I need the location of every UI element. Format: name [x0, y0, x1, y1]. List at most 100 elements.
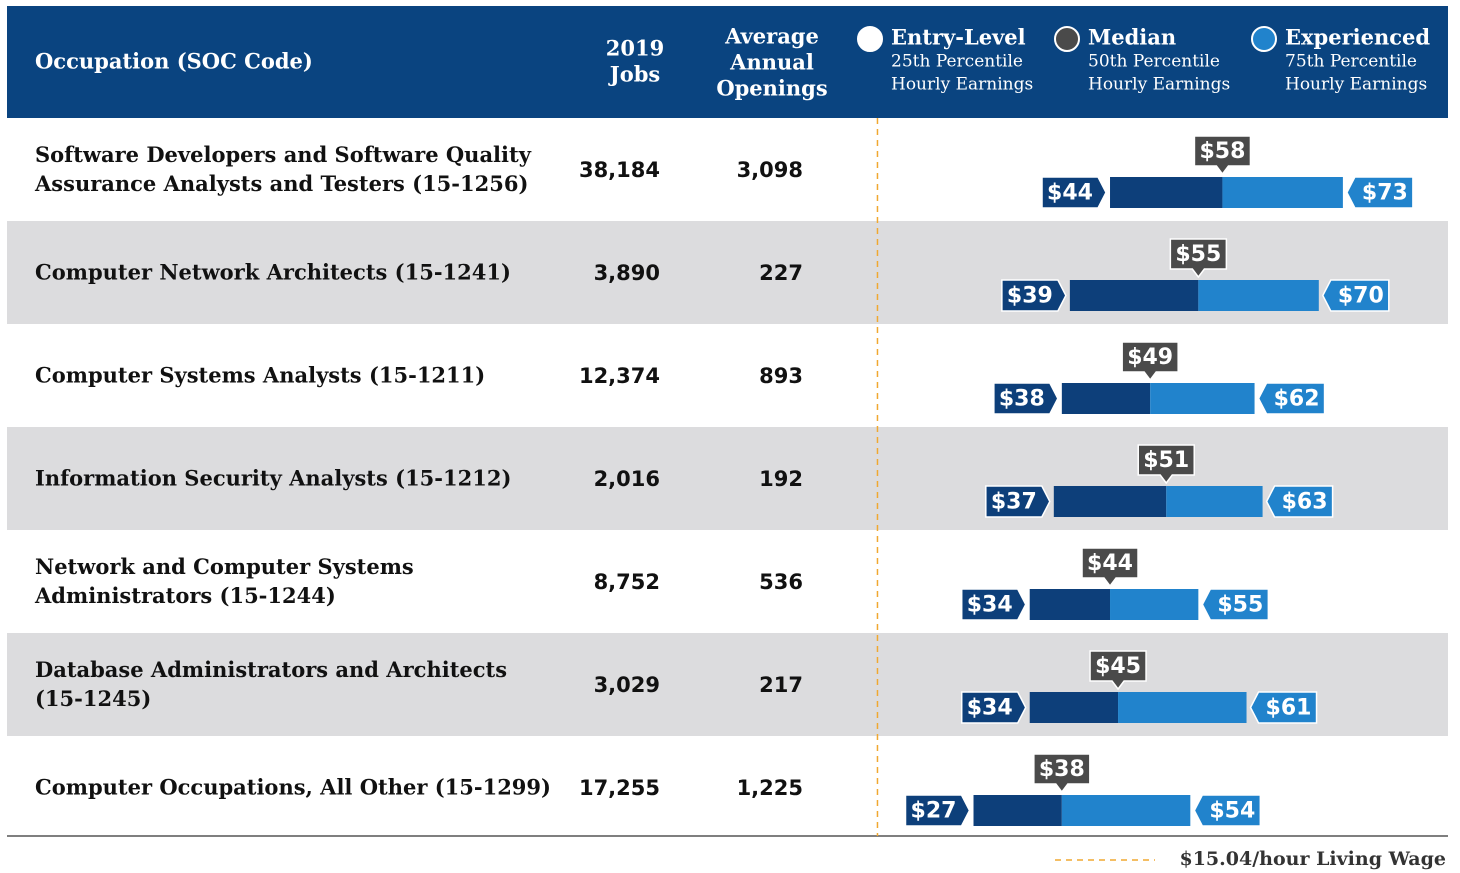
header-openings: Average	[724, 24, 819, 49]
jobs: 17,255	[579, 776, 660, 800]
entry-label: $44	[1047, 181, 1093, 206]
legend-sub: Hourly Earnings	[1088, 75, 1230, 95]
bar-entry-to-median	[1053, 486, 1167, 517]
legend-swatch	[857, 26, 883, 52]
openings: 227	[759, 261, 803, 285]
entry-label-box	[960, 691, 1027, 724]
experienced-label-box	[1193, 794, 1262, 827]
occupation: Computer Occupations, All Other (15-1299…	[35, 775, 551, 800]
experienced-label-box	[1201, 588, 1270, 621]
openings: 1,225	[737, 776, 803, 800]
jobs: 38,184	[579, 158, 660, 182]
experienced-label: $62	[1274, 387, 1320, 412]
entry-label-box	[1041, 176, 1107, 209]
occupation: Computer Systems Analysts (15-1211)	[35, 363, 485, 388]
header-jobs: 2019	[606, 36, 664, 61]
legend-sub: Hourly Earnings	[891, 75, 1033, 95]
experienced-label: $70	[1338, 284, 1384, 309]
experienced-label-box	[1257, 382, 1326, 415]
median-label-box	[1089, 650, 1147, 691]
legend-sub: 50th Percentile	[1088, 52, 1220, 72]
entry-label-box	[1001, 279, 1067, 312]
entry-label-box	[904, 794, 971, 827]
jobs: 3,890	[594, 261, 660, 285]
legend-name: Experienced	[1285, 25, 1430, 50]
experienced-label-box	[1249, 691, 1318, 724]
bar-median-to-experienced	[1061, 795, 1191, 826]
entry-label: $27	[911, 799, 957, 824]
bar-median-to-experienced	[1166, 486, 1263, 517]
experienced-label: $54	[1209, 799, 1255, 824]
legend-swatch	[1054, 26, 1080, 52]
jobs: 3,029	[594, 673, 660, 697]
bar-entry-to-median	[1069, 280, 1199, 311]
legend-swatch	[1251, 26, 1277, 52]
entry-label-box	[993, 382, 1059, 415]
bar-median-to-experienced	[1118, 692, 1247, 723]
median-label: $51	[1143, 448, 1189, 473]
openings: 3,098	[737, 158, 803, 182]
legend-name: Entry-Level	[891, 25, 1026, 50]
bar-median-to-experienced	[1222, 177, 1343, 208]
median-label: $55	[1175, 242, 1221, 267]
occupation: Assurance Analysts and Testers (15-1256)	[34, 171, 528, 196]
median-label: $38	[1039, 757, 1085, 782]
median-label: $49	[1127, 345, 1173, 370]
entry-label-box	[960, 588, 1027, 621]
median-label-box	[1121, 341, 1179, 382]
openings: 192	[759, 467, 803, 491]
header-band	[7, 6, 1448, 118]
bar-median-to-experienced	[1150, 383, 1255, 414]
experienced-label: $61	[1266, 696, 1312, 721]
experienced-label: $73	[1362, 181, 1408, 206]
bar-entry-to-median	[1061, 383, 1151, 414]
median-label: $45	[1095, 654, 1141, 679]
bar-entry-to-median	[1029, 589, 1111, 620]
median-label-box	[1081, 547, 1139, 588]
entry-label: $38	[999, 387, 1045, 412]
bar-median-to-experienced	[1110, 589, 1199, 620]
entry-label: $34	[967, 593, 1013, 618]
median-label-box	[1033, 753, 1091, 794]
median-label-box	[1193, 135, 1252, 176]
experienced-label-box	[1346, 176, 1414, 209]
openings: 536	[759, 570, 803, 594]
experienced-label: $55	[1217, 593, 1263, 618]
occupation: (15-1245)	[35, 686, 151, 711]
legend-sub: Hourly Earnings	[1285, 75, 1427, 95]
header-openings: Annual	[729, 50, 814, 75]
legend-name: Median	[1088, 25, 1176, 50]
living-wage-label: $15.04/hour Living Wage	[1179, 848, 1446, 870]
entry-label: $39	[1007, 284, 1053, 309]
bar-entry-to-median	[1110, 177, 1223, 208]
experienced-label-box	[1265, 485, 1334, 518]
median-label: $58	[1199, 139, 1245, 164]
occupation: Database Administrators and Architects	[35, 657, 507, 682]
bar-median-to-experienced	[1198, 280, 1319, 311]
occupation: Computer Network Architects (15-1241)	[35, 260, 511, 285]
header-occupation: Occupation (SOC Code)	[35, 49, 313, 74]
header-jobs: Jobs	[608, 62, 660, 87]
entry-label: $34	[967, 696, 1013, 721]
legend-sub: 25th Percentile	[891, 52, 1023, 72]
jobs: 2,016	[594, 467, 660, 491]
entry-label: $37	[991, 490, 1037, 515]
bar-entry-to-median	[973, 795, 1062, 826]
entry-label-box	[985, 485, 1051, 518]
occupation: Software Developers and Software Quality	[35, 142, 532, 167]
median-label: $44	[1087, 551, 1133, 576]
experienced-label: $63	[1282, 490, 1328, 515]
experienced-label-box	[1321, 279, 1390, 312]
occupation: Information Security Analysts (15-1212)	[35, 466, 511, 491]
jobs: 12,374	[579, 364, 660, 388]
occupation: Network and Computer Systems	[35, 554, 414, 579]
median-label-box	[1137, 444, 1195, 485]
jobs: 8,752	[594, 570, 660, 594]
header-openings: Openings	[716, 76, 827, 101]
occupation: Administrators (15-1244)	[34, 583, 336, 608]
openings: 893	[759, 364, 803, 388]
legend-sub: 75th Percentile	[1285, 52, 1417, 72]
openings: 217	[759, 673, 803, 697]
median-label-box	[1169, 238, 1228, 279]
